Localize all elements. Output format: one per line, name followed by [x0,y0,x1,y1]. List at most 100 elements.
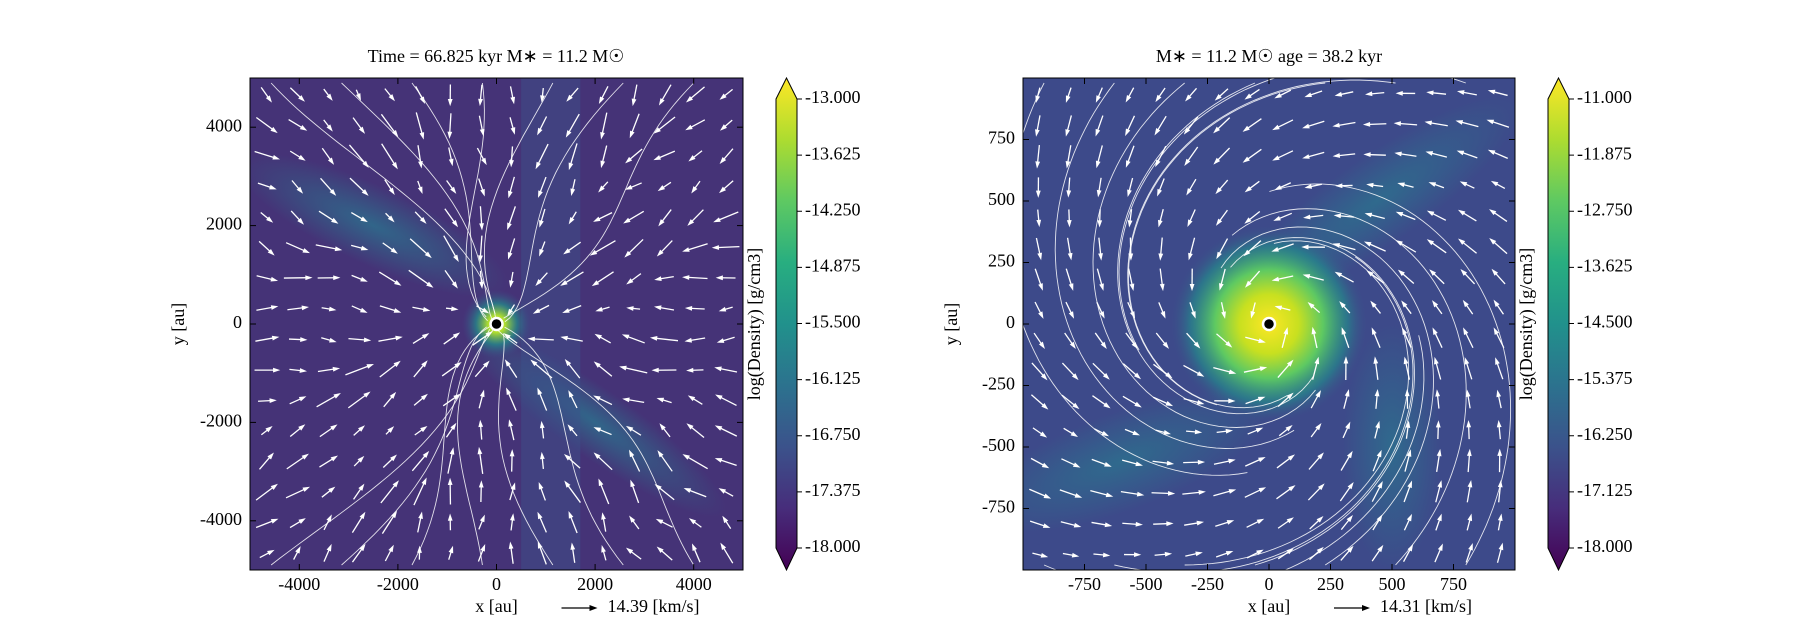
velocity-arrowhead [1183,127,1191,135]
velocity-arrow [1277,362,1292,378]
streamline [411,82,488,322]
velocity-arrowhead [1167,490,1176,496]
velocity-arrow [566,483,581,503]
colorbar-tick-label: -11.000 [1577,87,1632,107]
colorbar-tick-label: -16.125 [805,368,861,388]
velocity-arrow [631,483,640,504]
velocity-arrowhead [305,275,313,281]
velocity-arrowhead [1189,283,1195,292]
velocity-arrowhead [1315,422,1322,431]
velocity-arrowhead [1457,209,1466,216]
streamline [1054,82,1295,449]
velocity-arrowhead [1134,401,1142,408]
velocity-arrow [599,482,610,505]
velocity-arrowhead [682,454,690,460]
velocity-arrow [507,390,517,411]
velocity-arrowhead [593,427,602,433]
velocity-arrowhead [270,483,278,490]
velocity-arrowhead [1425,151,1434,156]
velocity-arrowhead [1286,517,1294,524]
velocity-arrowhead [1127,220,1133,228]
velocity-arrowhead [711,245,720,250]
velocity-arrow [685,243,708,252]
streamline [1092,82,1316,428]
velocity-arrowhead [1258,338,1266,344]
velocity-arrowhead [1456,150,1465,156]
velocity-arrowhead [1274,93,1282,99]
velocity-arrowhead [535,279,542,286]
velocity-key-label: 14.39 [km/s] [608,596,700,616]
velocity-arrowhead [713,217,721,223]
velocity-arrowhead [688,155,696,162]
velocity-arrowhead [265,95,272,103]
velocity-arrowhead [363,337,372,343]
velocity-arrowhead [1244,93,1252,100]
velocity-arrowhead [296,186,304,194]
velocity-arrowhead [329,337,337,343]
velocity-arrowhead [625,425,634,432]
velocity-arrowhead [270,126,278,134]
velocity-arrowhead [1374,388,1380,397]
velocity-arrowhead [1437,513,1442,522]
velocity-arrowhead [295,546,301,554]
velocity-arrow [659,453,673,472]
density-filament [250,153,509,298]
velocity-arrow [255,336,276,342]
velocity-arrowhead [418,511,423,519]
x-tick-label: -250 [1191,574,1224,594]
velocity-arrowhead [532,308,541,314]
velocity-arrowhead [682,247,690,252]
velocity-arrowhead [1377,544,1384,553]
velocity-arrowhead [1467,479,1473,488]
velocity-arrowhead [720,542,727,551]
velocity-arrowhead [594,333,602,340]
velocity-arrow [315,244,339,251]
velocity-arrowhead [391,161,398,170]
velocity-arrowhead [1065,95,1071,103]
velocity-arrowhead [265,426,273,433]
velocity-arrowhead [1405,420,1411,428]
velocity-arrow [1213,367,1233,374]
velocity-arrowhead [539,248,544,257]
streamline [1023,82,1248,476]
velocity-arrowhead [366,363,375,369]
velocity-arrowhead [1154,128,1161,136]
velocity-arrowhead [426,281,434,288]
velocity-arrowhead [330,424,338,431]
velocity-arrowhead [1317,483,1325,491]
velocity-arrowhead [478,419,484,428]
colorbar-tick-label: -14.250 [805,199,861,219]
velocity-arrowhead [1100,341,1107,350]
velocity-arrow [1151,492,1172,495]
velocity-arrowhead [479,389,485,398]
velocity-arrowhead [1287,454,1295,461]
velocity-arrowhead [1095,128,1101,137]
streamline [1184,240,1410,566]
velocity-arrowhead [1038,283,1043,291]
velocity-arrowhead [1164,551,1173,557]
velocity-arrow [601,112,608,136]
velocity-arrow [1336,244,1356,251]
velocity-arrowhead [1158,253,1164,261]
x-tick-label: -4000 [278,574,320,594]
velocity-arrowhead [630,479,636,488]
velocity-arrowhead [685,96,694,103]
velocity-arrowhead [451,306,459,312]
velocity-arrowhead [1343,356,1349,364]
velocity-arrowhead [1196,520,1205,526]
velocity-arrowhead [1213,157,1221,165]
velocity-arrowhead [1068,311,1075,319]
velocity-arrowhead [1334,91,1343,97]
velocity-arrowhead [1283,327,1289,335]
velocity-arrowhead [357,455,365,463]
velocity-arrowhead [1066,220,1072,228]
star-marker [489,316,504,332]
velocity-arrowhead [1065,160,1071,169]
velocity-arrow [1495,360,1504,380]
velocity-arrow [479,206,483,227]
velocity-arrowhead [477,446,483,455]
velocity-arrowhead [1371,327,1377,335]
velocity-arrowhead [1259,366,1268,372]
velocity-arrow [592,240,616,255]
velocity-arrow [594,271,614,285]
